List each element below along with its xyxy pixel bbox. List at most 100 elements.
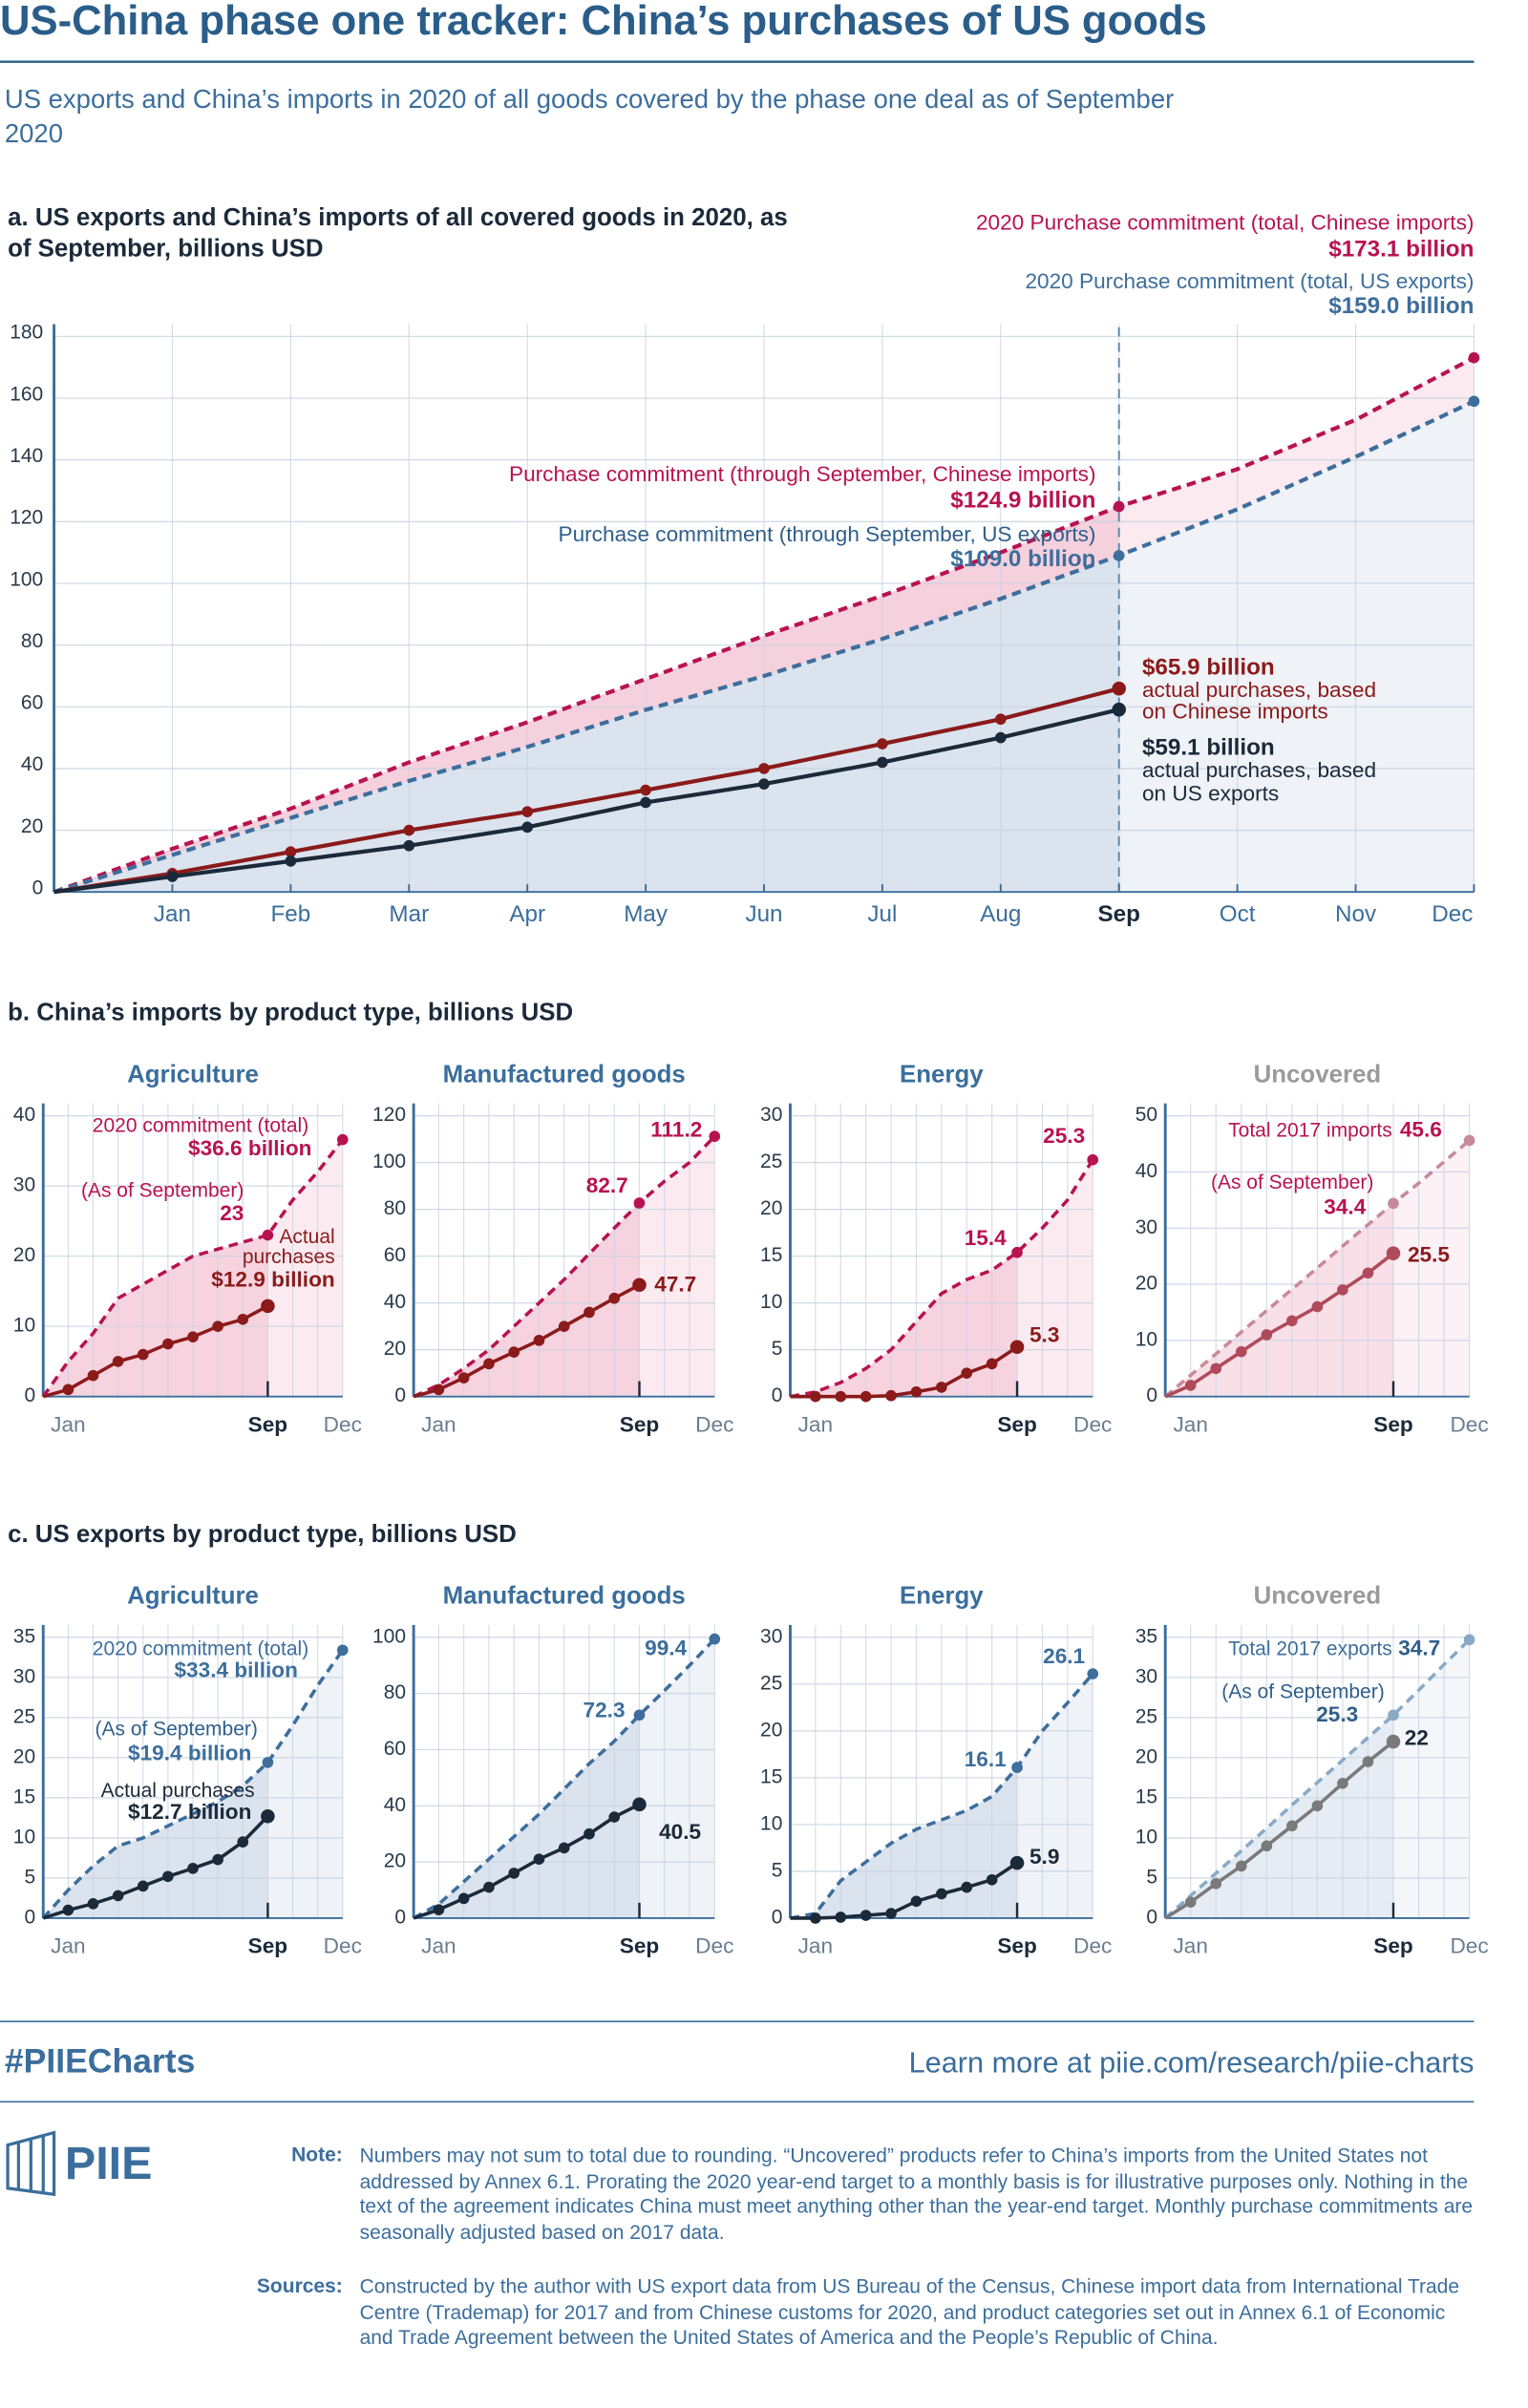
point (1468, 351, 1480, 364)
page-title: US-China phase one tracker: China’s purc… (0, 0, 1207, 44)
point (885, 1389, 897, 1402)
section-title: b. China’s imports by product type, bill… (8, 1000, 573, 1026)
value-label: 40.5 (659, 1820, 701, 1844)
point (162, 1870, 174, 1883)
x-tick-label: Mar (389, 901, 429, 927)
x-tick-label: Jul (867, 901, 897, 927)
x-tick-label: Jun (745, 901, 782, 927)
x-tick-label: Sep (620, 1934, 659, 1958)
value-label: 5.9 (1029, 1845, 1059, 1869)
value-label: 22 (1405, 1725, 1429, 1749)
y-tick-label: 60 (384, 1244, 406, 1266)
annotation: (As of September) (1211, 1172, 1373, 1193)
point (640, 784, 651, 796)
y-tick-label: 5 (772, 1859, 783, 1881)
commitment-line (1164, 1139, 1471, 1399)
actual-line (413, 1803, 641, 1920)
x-tick-label: Aug (980, 901, 1021, 927)
point (910, 1895, 923, 1908)
point (1468, 395, 1480, 408)
x-tick-label: Nov (1335, 901, 1377, 927)
y-tick-label: 60 (21, 692, 43, 714)
y-tick-label: 25 (1135, 1705, 1157, 1727)
after-sep-shade (1017, 1103, 1093, 1397)
x-tick-label: Jan (798, 1934, 833, 1958)
value-label: $19.4 billion (128, 1742, 251, 1765)
point (1087, 1153, 1099, 1166)
point (1184, 1380, 1197, 1391)
point (521, 806, 534, 817)
x-tick-label: Dec (695, 1934, 733, 1958)
point (1087, 1668, 1099, 1679)
x-tick-label: Jan (154, 901, 191, 927)
subtitle-box: US exports and China’s imports in 2020 o… (5, 85, 1174, 148)
point (584, 1827, 595, 1840)
point (508, 1868, 520, 1879)
annotation: on US exports (1142, 781, 1279, 805)
y-tick-label: 20 (760, 1719, 782, 1741)
y-tick-label: 0 (772, 1907, 783, 1929)
section-title: c. US exports by product type, billions … (8, 1521, 517, 1548)
y-tick-label: 40 (384, 1291, 406, 1313)
point (936, 1888, 947, 1900)
value-label: $124.9 billion (950, 488, 1095, 514)
y-tick-label: 50 (1135, 1104, 1157, 1126)
value-label: 111.2 (650, 1118, 702, 1142)
y-tick-label: 180 (10, 322, 43, 344)
y-tick-label: 0 (32, 877, 44, 899)
point (835, 1390, 847, 1403)
commitment-line (790, 1672, 1094, 1920)
annotation: on Chinese imports (1142, 700, 1328, 724)
point (1009, 1340, 1025, 1355)
y-tick-label: 80 (384, 1197, 406, 1219)
y-tick-label: 25 (13, 1705, 35, 1727)
point (1113, 550, 1125, 561)
actual-line (42, 1814, 269, 1920)
annotation: Actual purchases (101, 1780, 255, 1802)
point (584, 1306, 595, 1319)
y-tick-label: 20 (384, 1338, 406, 1360)
point (87, 1369, 99, 1382)
x-tick-label: Dec (1073, 1412, 1112, 1436)
y-tick-label: 15 (1135, 1785, 1157, 1807)
value-label: $12.7 billion (128, 1800, 251, 1824)
y-tick-label: 80 (21, 630, 43, 652)
panel-title: Uncovered (1254, 1583, 1382, 1610)
value-label: 72.3 (584, 1698, 626, 1722)
point (709, 1130, 721, 1142)
commitment-line (1164, 1638, 1471, 1920)
value-label: $12.9 billion (211, 1267, 334, 1291)
x-tick-label: Jan (421, 1934, 456, 1958)
point (1388, 1197, 1399, 1210)
point (1386, 1246, 1401, 1260)
x-tick-label: Sep (1097, 901, 1139, 927)
y-tick-label: 20 (1135, 1273, 1157, 1295)
point (1286, 1315, 1298, 1327)
learn-more: Learn more at piie.com/research/piie-cha… (909, 2046, 1475, 2080)
x-tick-label: Sep (1373, 1934, 1412, 1958)
x-tick-label: Dec (324, 1412, 362, 1436)
point (1311, 1300, 1324, 1313)
actual-line (42, 1304, 269, 1399)
point (1210, 1878, 1222, 1890)
value-label: 16.1 (965, 1747, 1007, 1771)
point (860, 1910, 872, 1921)
y-tick-label: 100 (372, 1625, 406, 1647)
y-tick-label: 30 (1135, 1665, 1157, 1687)
value-label: 45.6 (1400, 1118, 1442, 1142)
point (608, 1292, 621, 1304)
point (1235, 1860, 1247, 1872)
point (633, 1197, 646, 1209)
x-tick-label: Sep (997, 1934, 1036, 1958)
x-tick-label: Sep (248, 1412, 287, 1436)
value-label: $159.0 billion (1328, 293, 1474, 319)
x-tick-label: Dec (695, 1412, 733, 1436)
point (483, 1881, 495, 1893)
point (187, 1331, 199, 1343)
annotation: (As of September) (81, 1179, 244, 1201)
point (1011, 1246, 1023, 1258)
y-tick-label: 100 (10, 568, 43, 590)
actual-line (790, 1345, 1019, 1399)
y-tick-label: 10 (760, 1812, 782, 1834)
